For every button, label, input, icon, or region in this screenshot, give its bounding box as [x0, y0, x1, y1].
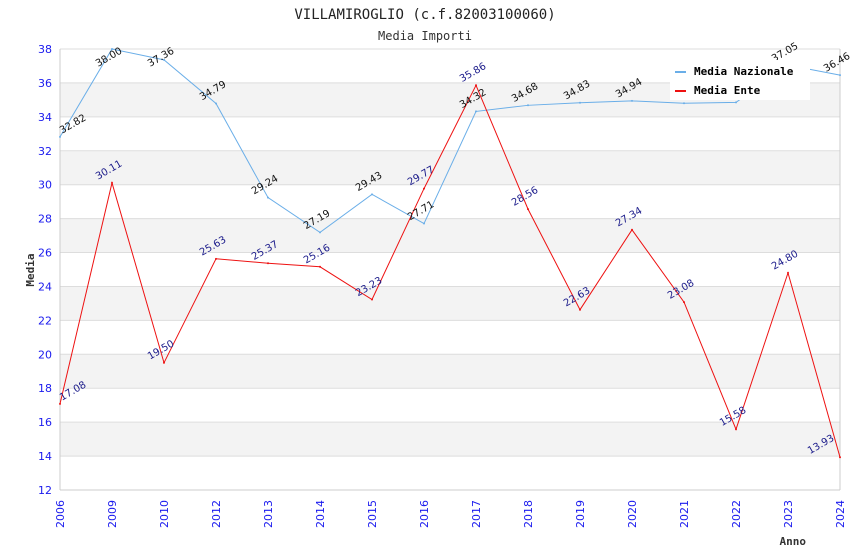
data-point [735, 101, 737, 104]
data-point [631, 228, 633, 231]
data-point [631, 99, 633, 102]
legend-label-nazionale: Media Nazionale [694, 65, 794, 78]
x-axis-label: Anno [780, 535, 807, 548]
x-axis-ticks: 2006 2009 2010 2012 2013 2014 2015 2016 2017 2018… [54, 500, 847, 528]
x-tick-label: 2017 [470, 500, 483, 528]
y-tick-label: 30 [38, 179, 52, 192]
x-tick-label: 2014 [314, 500, 327, 528]
x-tick-label: 2024 [834, 500, 847, 528]
data-label: 28.56 [510, 185, 540, 209]
y-tick-label: 18 [38, 382, 52, 395]
legend-swatch-nazionale [675, 71, 686, 73]
data-label: 35.86 [458, 61, 488, 85]
data-point [527, 208, 529, 211]
grid-band [60, 354, 840, 389]
data-point [163, 361, 165, 364]
data-point [579, 101, 581, 104]
data-point [319, 265, 321, 268]
y-tick-label: 26 [38, 247, 52, 260]
y-tick-label: 20 [38, 348, 52, 361]
x-tick-label: 2015 [366, 500, 379, 528]
y-axis-ticks: 12 14 16 18 20 22 24 26 28 30 32 34 36 38 [38, 43, 52, 497]
data-point [215, 257, 217, 260]
data-point [683, 102, 685, 105]
x-tick-label: 2006 [54, 500, 67, 528]
data-point [371, 193, 373, 196]
data-point [839, 456, 841, 459]
grid-band [60, 422, 840, 457]
data-point [839, 74, 841, 77]
grid-band [60, 218, 840, 253]
data-point [111, 181, 113, 184]
x-tick-label: 2020 [626, 500, 639, 528]
data-point [319, 231, 321, 234]
x-tick-label: 2018 [522, 500, 535, 528]
data-point [267, 196, 269, 199]
x-tick-label: 2019 [574, 500, 587, 528]
x-tick-label: 2012 [210, 500, 223, 528]
chart-title: VILLAMIROGLIO (c.f.82003100060) [294, 7, 555, 23]
x-tick-label: 2010 [158, 500, 171, 528]
data-point [59, 135, 61, 138]
data-point [475, 84, 477, 87]
chart-subtitle: Media Importi [378, 29, 472, 43]
data-point [423, 222, 425, 225]
series-line-media-nazionale [59, 48, 841, 233]
y-tick-label: 22 [38, 314, 52, 327]
data-point [371, 298, 373, 301]
data-point [527, 104, 529, 107]
y-tick-label: 32 [38, 145, 52, 158]
x-tick-label: 2009 [106, 500, 119, 528]
legend-label-ente: Media Ente [694, 84, 761, 97]
data-point [111, 48, 113, 50]
x-tick-label: 2013 [262, 500, 275, 528]
data-label: 36.46 [822, 51, 850, 75]
data-point [683, 301, 685, 304]
series-line-media-ente [59, 84, 841, 458]
y-tick-label: 36 [38, 77, 52, 90]
data-point [475, 110, 477, 113]
legend: Media Nazionale Media Ente [670, 60, 810, 100]
y-tick-label: 34 [38, 111, 52, 124]
data-point [735, 428, 737, 431]
y-tick-label: 24 [38, 280, 52, 293]
data-point [215, 102, 217, 105]
x-tick-label: 2023 [782, 500, 795, 528]
x-tick-label: 2016 [418, 500, 431, 528]
grid-band [60, 286, 840, 321]
y-tick-label: 16 [38, 416, 52, 429]
data-point [423, 187, 425, 190]
data-point [163, 58, 165, 61]
y-tick-label: 28 [38, 213, 52, 226]
series-lines [59, 48, 841, 459]
y-tick-label: 12 [38, 484, 52, 497]
data-point [787, 271, 789, 274]
x-tick-label: 2021 [678, 500, 691, 528]
grid-bands [60, 82, 840, 457]
y-tick-label: 14 [38, 450, 52, 463]
data-point [267, 262, 269, 265]
y-tick-label: 38 [38, 43, 52, 56]
x-tick-label: 2022 [730, 500, 743, 528]
legend-swatch-ente [675, 90, 686, 92]
data-point [59, 402, 61, 405]
y-axis-label: Media [24, 253, 37, 286]
data-point [579, 308, 581, 311]
legend-background [670, 60, 810, 100]
